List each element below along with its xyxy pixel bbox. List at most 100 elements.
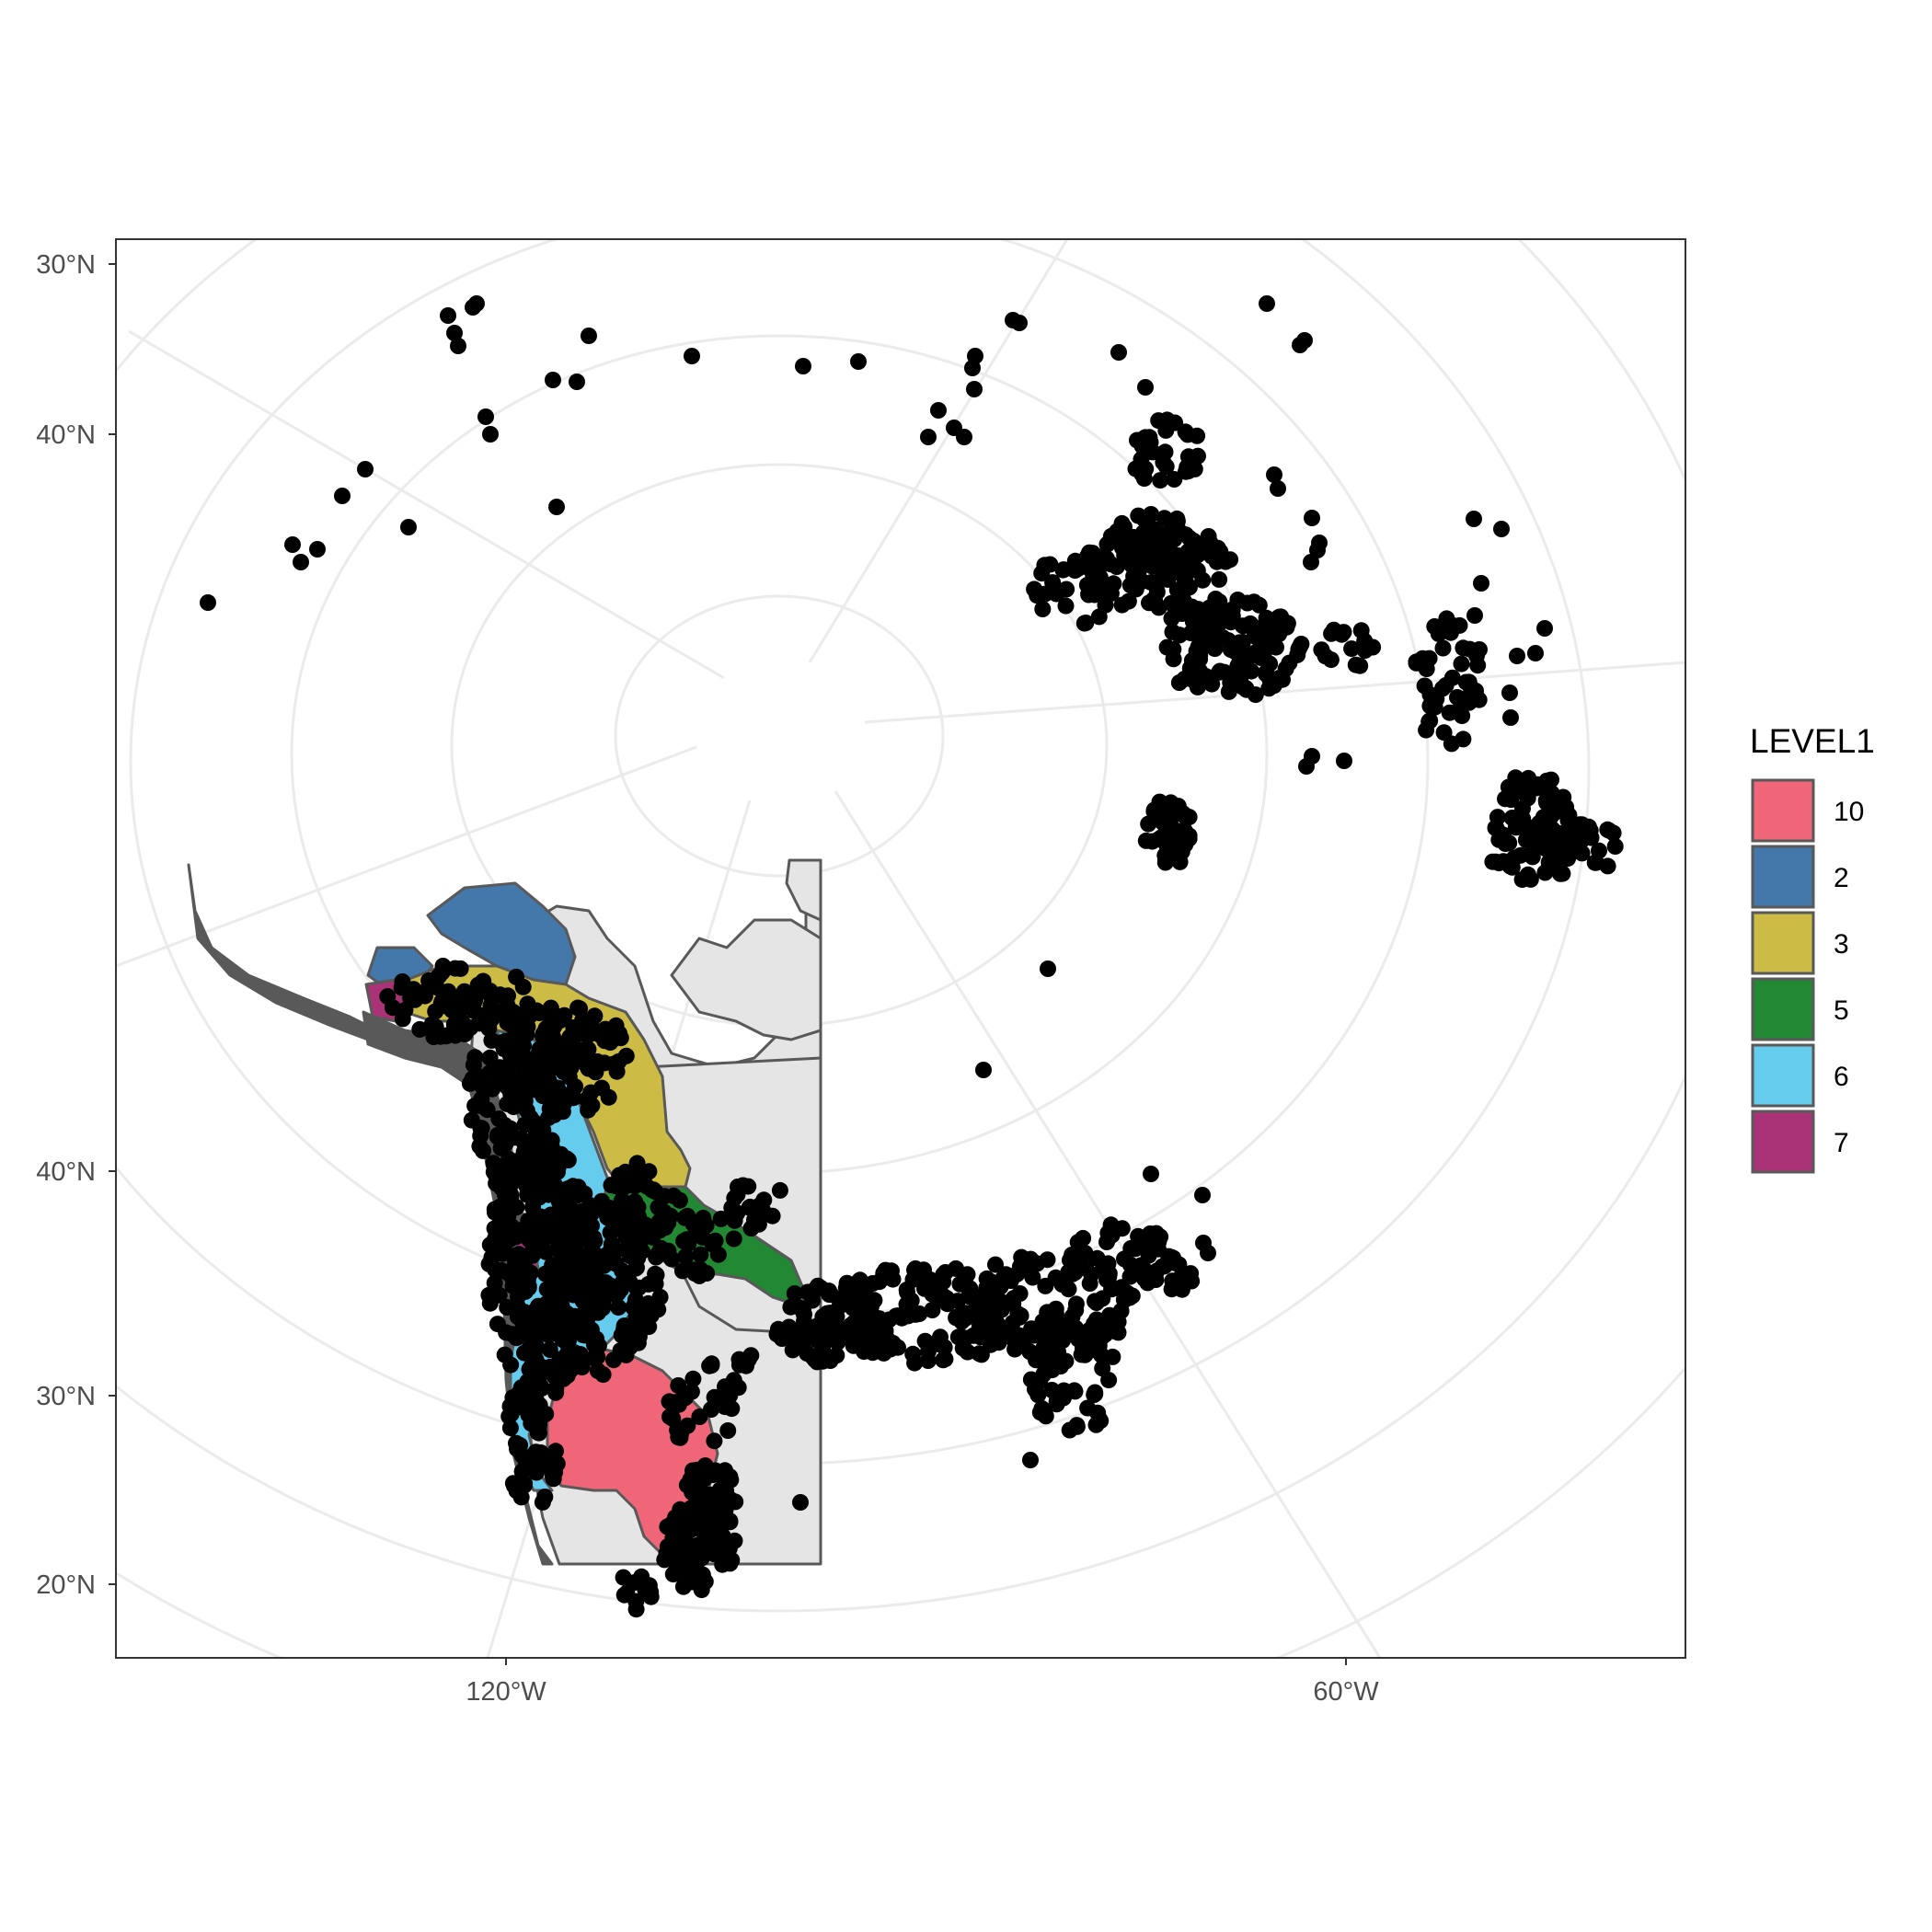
data-point (519, 995, 536, 1013)
data-point (494, 1245, 512, 1262)
data-point (1225, 642, 1243, 660)
data-point (428, 979, 445, 995)
data-point (847, 1326, 865, 1343)
y-axis (109, 263, 116, 1585)
data-point (466, 1097, 484, 1114)
data-point (667, 1562, 684, 1580)
data-point (1166, 531, 1183, 548)
data-point (1150, 534, 1167, 551)
data-point (1270, 480, 1286, 497)
data-point (877, 1261, 894, 1279)
data-point (1067, 1302, 1085, 1319)
data-point (512, 1436, 529, 1454)
data-point (1529, 776, 1547, 793)
data-point (1428, 690, 1445, 707)
data-point (1168, 510, 1186, 527)
data-point (1165, 640, 1182, 658)
data-point (626, 1248, 643, 1265)
data-point (864, 1275, 881, 1292)
legend-key (1751, 845, 1815, 909)
greenland-tip (785, 858, 822, 922)
legend-label: 5 (1834, 995, 1849, 1026)
data-point (475, 1142, 491, 1159)
data-point (938, 1294, 956, 1311)
data-point (502, 1058, 520, 1075)
meridian-line (128, 329, 725, 680)
data-point (966, 381, 983, 397)
data-point (906, 1354, 924, 1372)
data-point (1537, 840, 1555, 857)
data-point (1087, 1293, 1103, 1310)
data-point (1163, 610, 1180, 627)
data-point (1599, 821, 1616, 838)
data-point (1501, 684, 1518, 701)
data-point (600, 1088, 617, 1106)
y-tick-label: 30°N (36, 250, 96, 280)
data-point (1293, 636, 1310, 652)
data-point (1140, 815, 1157, 833)
data-point (1464, 686, 1481, 703)
legend-label: 3 (1834, 929, 1849, 960)
data-point (478, 1101, 496, 1119)
data-point (964, 1304, 981, 1321)
data-point (1268, 638, 1284, 656)
data-point (1203, 626, 1220, 642)
legend-title: LEVEL1 (1750, 722, 1875, 760)
data-point (1451, 616, 1468, 634)
x-axis (505, 1658, 1347, 1665)
data-point (578, 1301, 594, 1318)
data-point (583, 1260, 601, 1278)
legend-key (1751, 911, 1815, 975)
arctic-islands (670, 918, 822, 1041)
data-point (1454, 707, 1471, 725)
data-point (537, 1405, 555, 1422)
data-point (1057, 1352, 1075, 1370)
data-point (610, 1299, 627, 1317)
data-point (554, 1103, 571, 1121)
legend-label: 2 (1834, 863, 1849, 893)
data-point (1176, 551, 1193, 569)
y-tick-label: 40°N (36, 1157, 96, 1187)
data-point (1336, 753, 1352, 769)
data-point (872, 1313, 890, 1330)
data-point (434, 958, 452, 974)
legend: LEVEL1 10 2 3 5 6 7 (1750, 722, 1875, 1174)
data-point (1304, 748, 1320, 765)
data-point (725, 1230, 742, 1248)
data-point (481, 1294, 499, 1312)
panel-border (115, 238, 1686, 1659)
data-point (696, 1492, 713, 1510)
data-point (589, 1052, 606, 1070)
data-point (591, 1283, 607, 1301)
data-point (1156, 510, 1173, 527)
data-point (502, 1198, 520, 1215)
data-point (1104, 1348, 1121, 1365)
data-point (1069, 559, 1087, 577)
data-point (1246, 593, 1262, 611)
data-point (594, 1299, 611, 1317)
data-point (1536, 620, 1553, 637)
data-point (1303, 554, 1319, 570)
data-point (542, 1206, 559, 1224)
data-point (1248, 628, 1266, 646)
data-point (1524, 837, 1541, 855)
data-point (579, 1027, 596, 1044)
data-point (547, 1384, 565, 1401)
data-point (1142, 433, 1159, 451)
data-point (1137, 379, 1154, 396)
data-point (482, 426, 499, 443)
data-point (964, 360, 981, 376)
data-point (850, 353, 867, 370)
data-point (485, 1155, 502, 1172)
data-point (665, 1187, 683, 1204)
data-point (1122, 540, 1140, 557)
data-point (569, 1255, 587, 1272)
data-point (1599, 857, 1616, 875)
data-point (523, 1218, 540, 1236)
data-point (981, 1329, 998, 1347)
data-point (1532, 821, 1549, 838)
data-point (293, 554, 309, 570)
data-point (605, 1351, 622, 1369)
data-point (615, 1586, 633, 1604)
data-point (822, 1305, 839, 1322)
